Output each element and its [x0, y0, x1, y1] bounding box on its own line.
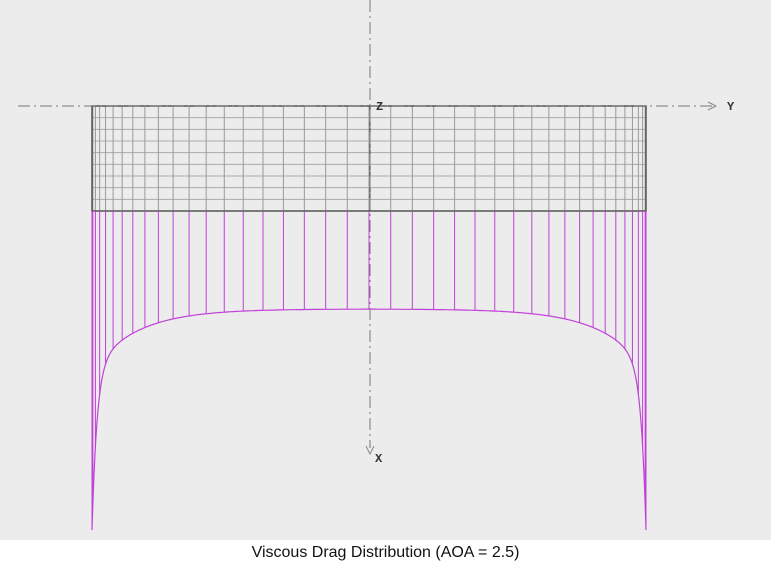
x-axis-label: X [375, 452, 383, 466]
axis-arrows [365, 101, 718, 456]
caption: Viscous Drag Distribution (AOA = 2.5) [251, 544, 520, 561]
y-axis-label: Y [727, 100, 735, 114]
viewport: Z Y X [0, 0, 771, 540]
z-axis-label: Z [376, 100, 383, 114]
drag-distribution [91, 211, 647, 531]
drag-curve [91, 308, 647, 531]
wing-mesh [91, 105, 647, 212]
background [0, 0, 771, 540]
